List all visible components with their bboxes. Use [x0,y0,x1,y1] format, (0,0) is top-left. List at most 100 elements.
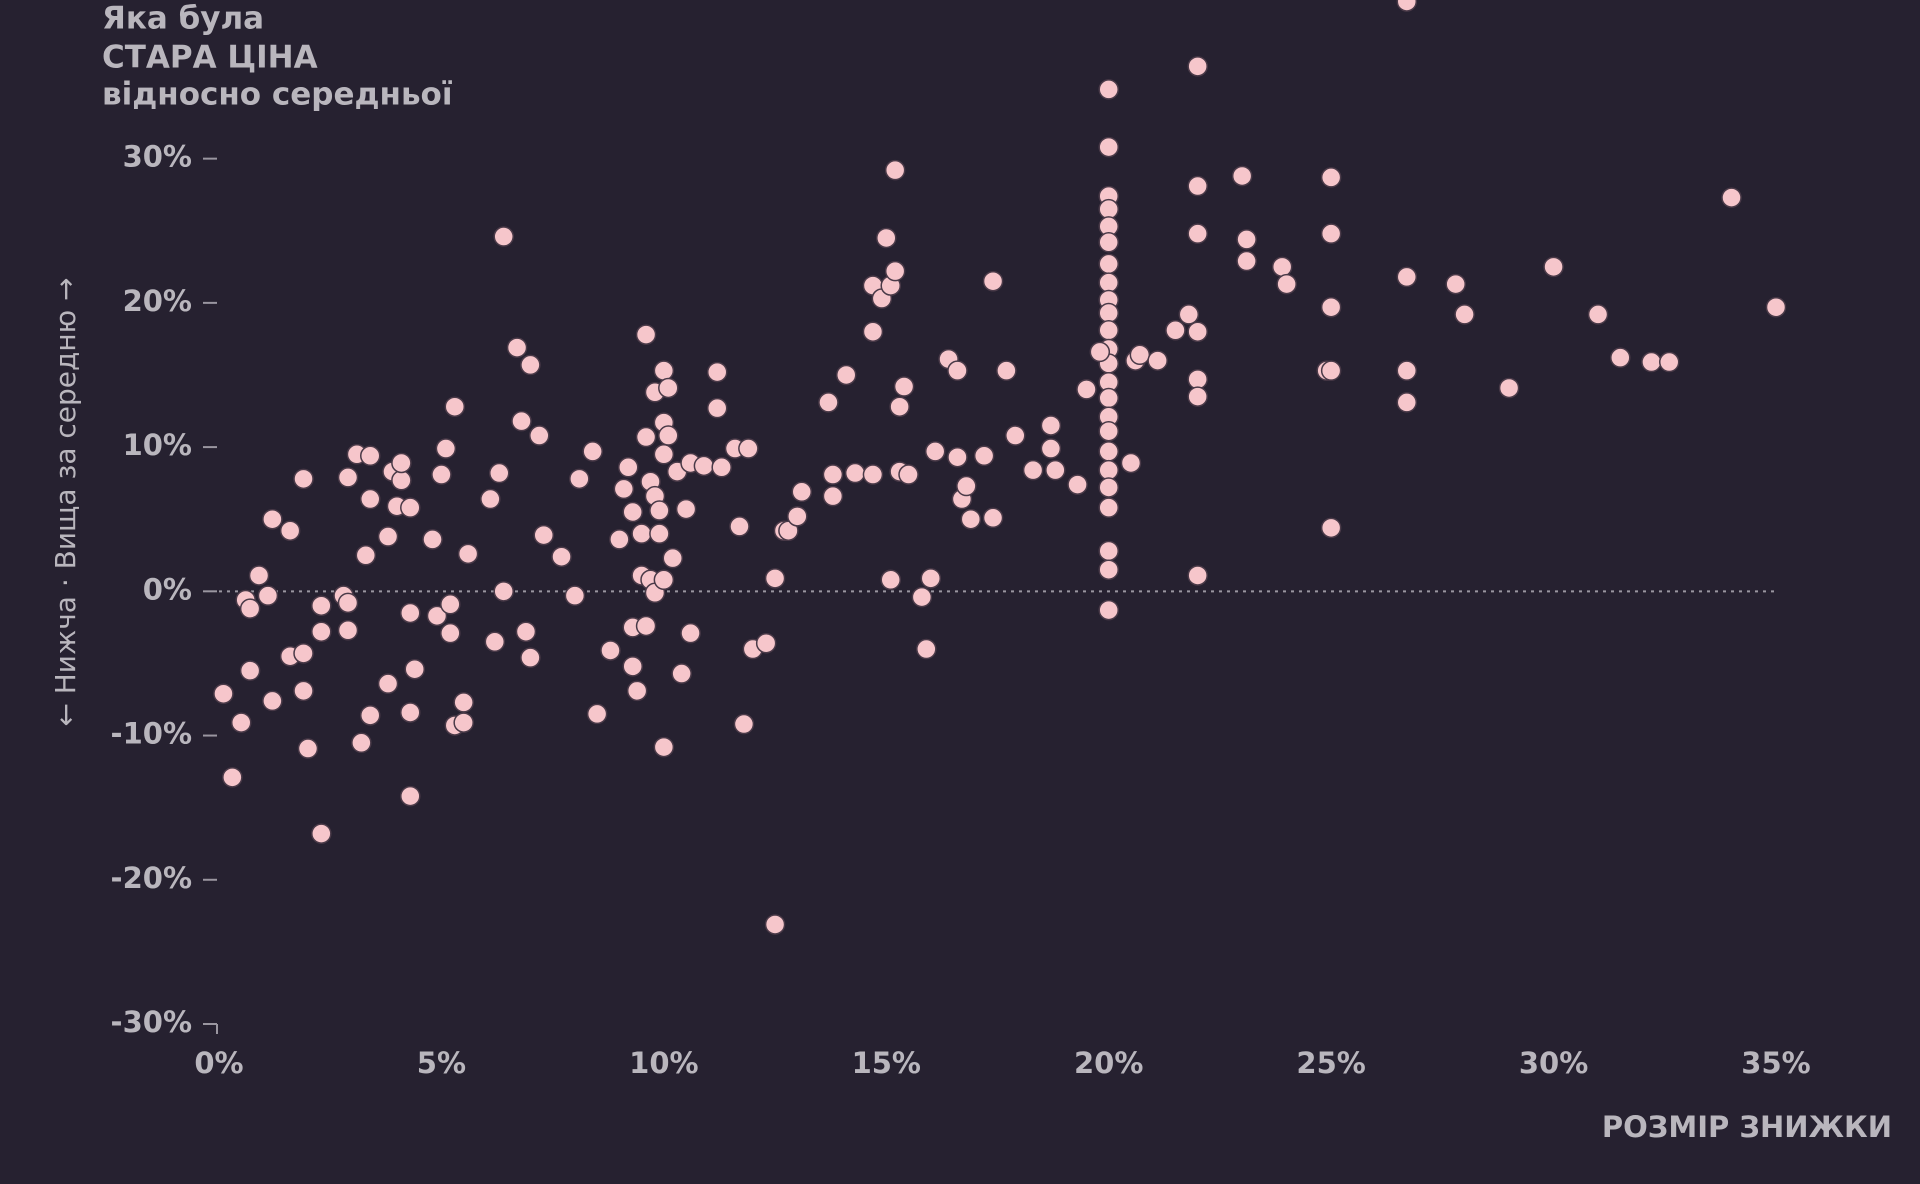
point [675,498,697,520]
x-tick-label: 25% [1296,1046,1365,1080]
point [1098,477,1119,498]
point [515,621,537,642]
point [404,658,425,680]
point [1610,347,1631,368]
point [297,738,319,759]
point [1187,223,1208,244]
point [822,464,844,485]
point [311,621,332,642]
point [1098,79,1119,100]
point [738,438,759,459]
point [426,605,448,627]
point [400,702,421,723]
point [1147,350,1168,371]
point [960,508,982,530]
point [1320,167,1342,188]
point [658,377,679,399]
point [239,598,261,619]
point [453,692,474,713]
point [569,468,590,490]
point [876,227,897,249]
point [622,501,643,523]
point [1098,253,1119,275]
point [1187,369,1208,390]
point [1320,517,1342,539]
point [947,360,968,381]
point [791,481,813,503]
point [706,361,728,383]
point [1098,441,1119,462]
point [248,565,270,586]
point [230,712,252,733]
point [262,508,283,530]
point [391,452,412,474]
point [1178,304,1200,325]
point [653,569,675,591]
point [311,823,332,844]
point [480,488,501,510]
point [1271,256,1293,278]
point [564,585,586,606]
point [1765,296,1787,318]
point [1187,56,1208,77]
point [1396,266,1418,288]
point [337,592,359,614]
point [818,392,839,413]
point [1320,360,1342,381]
point [431,464,452,485]
point [1098,198,1119,220]
point [511,410,532,432]
point [293,643,314,664]
y-tick-label: -30% [111,1005,192,1039]
point [1098,272,1119,293]
point [506,337,528,358]
point [671,663,692,684]
title-line: відносно середньої [102,77,453,113]
point [844,462,866,484]
point [360,488,381,510]
point [1098,599,1119,621]
point [680,622,701,644]
x-tick-label: 0% [194,1046,243,1080]
point [649,500,670,521]
point [898,464,919,485]
point [658,425,679,446]
point [822,485,844,507]
point [1396,392,1418,413]
point [1098,232,1119,253]
y-axis-label: ← Нижча · Вища за середню → [49,277,82,726]
point [533,524,554,546]
point [1187,321,1208,342]
point [973,445,995,467]
point [400,785,421,807]
point [453,712,474,733]
point [440,622,461,644]
point [862,321,884,342]
point [520,354,541,376]
point [982,270,1004,292]
point [1320,223,1342,244]
point [213,683,234,704]
point [880,569,901,591]
point [1587,304,1609,325]
point [484,631,506,653]
x-tick-label: 10% [629,1046,698,1080]
point [635,615,657,637]
point [911,586,933,608]
point [1187,386,1208,407]
y-tick-label: 30% [123,140,192,174]
point [257,585,279,606]
point [529,425,550,446]
point [618,457,639,478]
point [493,581,514,602]
point [1721,187,1742,208]
point [520,647,541,668]
point [1498,377,1520,399]
point [444,396,466,417]
point [1543,256,1564,278]
y-tick-label: 20% [123,284,192,318]
x-tick-label: 5% [417,1046,466,1080]
point [391,470,412,491]
point [1005,425,1026,446]
x-tick-label: 35% [1741,1046,1810,1080]
